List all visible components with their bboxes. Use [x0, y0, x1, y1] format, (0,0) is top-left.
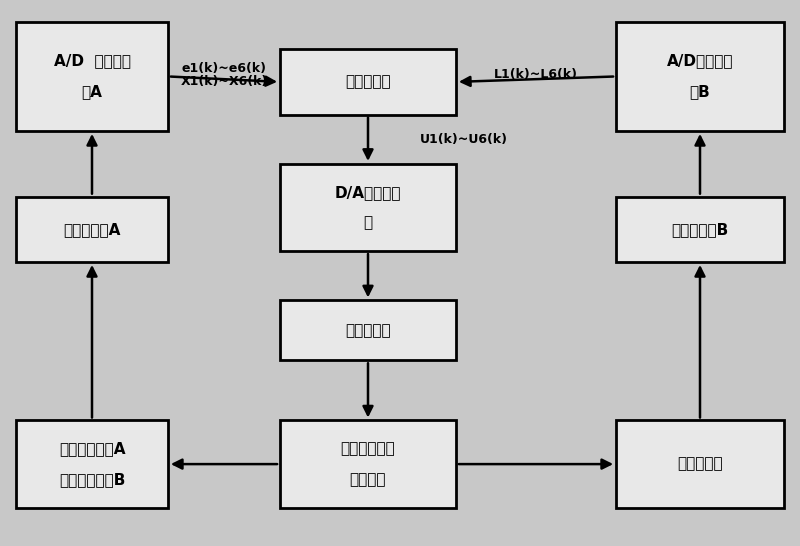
Text: A/D  数据处理: A/D 数据处理	[54, 54, 130, 69]
Text: U1(k)~U6(k): U1(k)~U6(k)	[420, 133, 508, 146]
FancyBboxPatch shape	[280, 49, 456, 115]
Text: 信号调理器A: 信号调理器A	[63, 222, 121, 237]
Text: 卡B: 卡B	[690, 84, 710, 99]
FancyBboxPatch shape	[616, 197, 784, 262]
Text: D/A数据处理: D/A数据处理	[334, 185, 402, 200]
FancyBboxPatch shape	[16, 420, 168, 508]
FancyBboxPatch shape	[280, 164, 456, 251]
Text: 信号调理器B: 信号调理器B	[671, 222, 729, 237]
FancyBboxPatch shape	[280, 300, 456, 360]
FancyBboxPatch shape	[616, 22, 784, 131]
Text: 卡A: 卡A	[82, 84, 102, 99]
Text: 卡: 卡	[363, 215, 373, 230]
FancyBboxPatch shape	[16, 22, 168, 131]
FancyBboxPatch shape	[16, 197, 168, 262]
Text: 功率放大器: 功率放大器	[345, 323, 391, 338]
Text: L1(k)~L6(k): L1(k)~L6(k)	[494, 68, 578, 81]
Text: 控制计算机: 控制计算机	[345, 74, 391, 90]
Text: X1(k)~X6(k): X1(k)~X6(k)	[180, 75, 268, 88]
Text: 位移传感器: 位移传感器	[677, 456, 723, 472]
FancyBboxPatch shape	[280, 420, 456, 508]
Text: 加速度传感器A: 加速度传感器A	[58, 441, 126, 456]
Text: 液压振动主动: 液压振动主动	[341, 441, 395, 456]
Text: 加速度传感器B: 加速度传感器B	[59, 472, 125, 487]
FancyBboxPatch shape	[616, 420, 784, 508]
Text: e1(k)~e6(k): e1(k)~e6(k)	[182, 62, 266, 75]
Text: A/D数据处理: A/D数据处理	[666, 54, 734, 69]
Text: 隔离平台: 隔离平台	[350, 472, 386, 487]
